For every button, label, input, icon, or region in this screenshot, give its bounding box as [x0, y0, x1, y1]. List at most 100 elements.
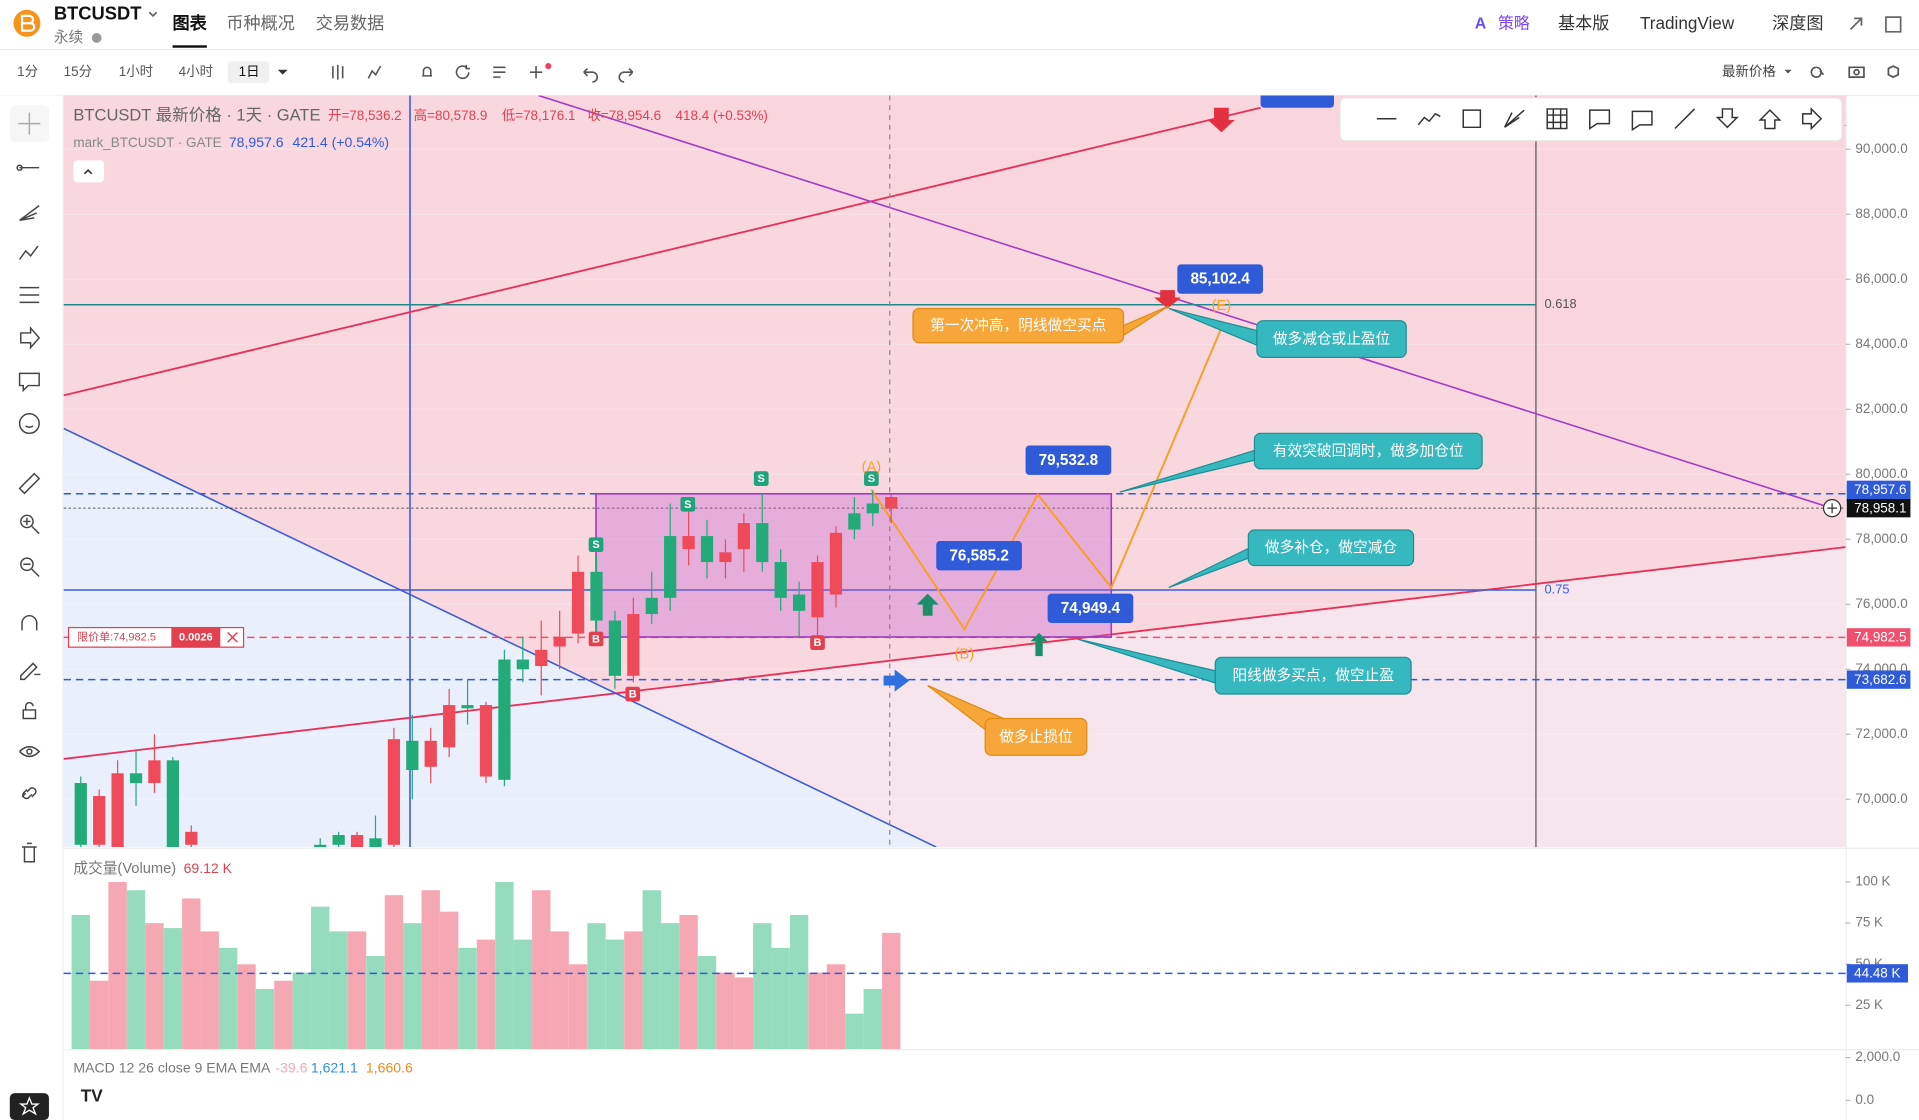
- header-link[interactable]: TradingView: [1640, 13, 1735, 33]
- callout-text: 有效突破回调时，做多加仓位: [1273, 443, 1464, 460]
- interval[interactable]: 1分: [17, 64, 38, 79]
- draw-tool[interactable]: [1503, 109, 1525, 128]
- callout-text: 阳线做多买点，做空止盈: [1233, 667, 1395, 684]
- draw-tool[interactable]: [22, 701, 37, 720]
- y-tick-label: 84,000.0: [1855, 336, 1907, 351]
- toolbar-icon[interactable]: [529, 66, 543, 79]
- toolbar-icon[interactable]: [332, 64, 344, 80]
- toolbar-icon[interactable]: [367, 65, 382, 79]
- symbol[interactable]: BTCUSDT: [54, 3, 142, 24]
- draw-tool[interactable]: [21, 787, 37, 800]
- interval[interactable]: 15分: [64, 64, 92, 79]
- toolbar-icon[interactable]: [583, 67, 598, 83]
- limit-qty-bg: [171, 627, 221, 648]
- y-tick-label: 76,000.0: [1855, 596, 1907, 611]
- candle-body: [608, 620, 622, 676]
- y-tick-label: 80,000.0: [1855, 466, 1907, 481]
- draw-tool[interactable]: [20, 557, 40, 578]
- candle-body: [774, 562, 787, 598]
- draw-tool[interactable]: [18, 472, 41, 495]
- callout: [984, 717, 1088, 756]
- candle-body: [369, 838, 382, 848]
- volume-bar: [218, 947, 238, 1050]
- draw-tool[interactable]: [18, 372, 40, 393]
- star-icon: [18, 1096, 40, 1116]
- callout: [1253, 432, 1483, 470]
- favorites-button[interactable]: [9, 1093, 49, 1120]
- signal-label: B: [592, 633, 600, 645]
- volume-bar: [384, 895, 404, 1050]
- draw-tool[interactable]: [1462, 109, 1482, 129]
- draw-tool[interactable]: [1546, 108, 1568, 130]
- tab[interactable]: 图表: [173, 13, 208, 33]
- candle-body: [111, 773, 124, 848]
- price-tag: [1177, 264, 1264, 294]
- tab[interactable]: 币种概况: [226, 13, 294, 33]
- draw-tool[interactable]: [21, 615, 38, 631]
- candle-body: [664, 536, 677, 598]
- candle-body: [185, 831, 198, 845]
- ai-icon: A: [1475, 16, 1487, 33]
- price-tag-label: 76,585.2: [949, 547, 1008, 564]
- draw-tool[interactable]: [1801, 107, 1823, 131]
- draw-tool[interactable]: [1715, 108, 1739, 129]
- volume-bar: [200, 931, 219, 1050]
- draw-tool[interactable]: [19, 745, 41, 758]
- toolbar-icon[interactable]: [493, 66, 506, 78]
- close-icon[interactable]: [227, 631, 238, 643]
- expand-icon: [1849, 17, 1863, 30]
- signal-label: S: [758, 473, 765, 485]
- draw-tool[interactable]: [1631, 110, 1653, 132]
- draw-tool[interactable]: [1758, 109, 1782, 130]
- signal-marker: [588, 631, 604, 647]
- draw-tool[interactable]: [19, 205, 40, 222]
- candle-body: [553, 636, 566, 647]
- draw-tool[interactable]: [22, 842, 37, 863]
- callout-text: 做多减仓或止盈位: [1273, 331, 1391, 348]
- toolbar-icon[interactable]: [455, 64, 470, 80]
- draw-tool[interactable]: [16, 164, 40, 171]
- tab[interactable]: 交易数据: [316, 13, 384, 33]
- draw-tool[interactable]: [1417, 112, 1441, 126]
- header-link[interactable]: 策略: [1498, 15, 1530, 33]
- price-label-text: 74,982.5: [1854, 630, 1906, 645]
- volume-bar: [771, 947, 790, 1050]
- draw-tool[interactable]: [18, 245, 39, 260]
- interval[interactable]: 1日: [239, 64, 260, 79]
- camera-icon: [1848, 66, 1865, 78]
- toolbar-icon[interactable]: [422, 66, 433, 77]
- candle-body: [811, 562, 824, 618]
- interval[interactable]: 4小时: [179, 64, 213, 79]
- volume-tick-label: 100 K: [1855, 874, 1890, 889]
- interval[interactable]: 1小时: [119, 64, 153, 79]
- draw-tool[interactable]: [20, 326, 41, 350]
- price-tag: [1047, 593, 1134, 624]
- draw-tool[interactable]: [20, 514, 40, 535]
- volume-bar: [311, 906, 330, 1050]
- draw-tool[interactable]: [1589, 109, 1611, 130]
- candle-body: [866, 503, 879, 514]
- draw-tool[interactable]: [1674, 108, 1696, 130]
- volume-bar: [421, 890, 440, 1050]
- draw-tool[interactable]: [18, 412, 40, 435]
- price-type[interactable]: 最新价格: [1722, 64, 1776, 79]
- volume-bar: [587, 923, 606, 1050]
- macd-title: MACD 12 26 close 9 EMA EMA: [73, 1059, 271, 1075]
- candle-body: [719, 552, 732, 563]
- candle-body: [129, 773, 143, 784]
- volume-bar: [237, 964, 256, 1050]
- candle-body: [332, 835, 345, 845]
- candle-body: [424, 740, 437, 767]
- volume-bar: [458, 947, 477, 1050]
- header-link[interactable]: 深度图: [1772, 13, 1823, 33]
- draw-tool[interactable]: [19, 286, 40, 304]
- header-link[interactable]: 基本版: [1558, 13, 1609, 33]
- chevron: [83, 169, 93, 175]
- signal-marker: [625, 686, 641, 702]
- callout-text: 做多止损位: [999, 728, 1073, 745]
- volume-bar: [255, 988, 275, 1050]
- legend-mark: mark_BTCUSDT · GATE: [73, 135, 221, 150]
- draw-tool[interactable]: [20, 662, 41, 681]
- volume-bar: [292, 972, 311, 1050]
- toolbar-icon[interactable]: [618, 67, 634, 83]
